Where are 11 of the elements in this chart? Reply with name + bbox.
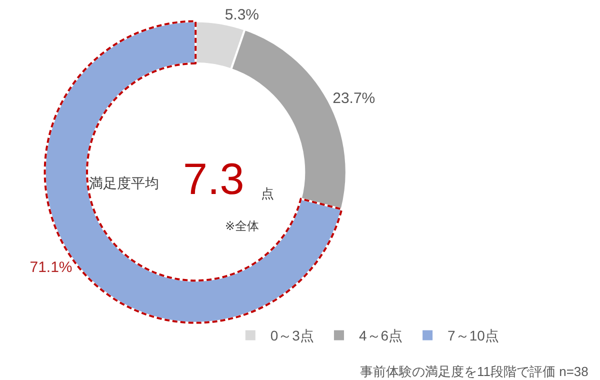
data-label: 5.3% [224, 6, 260, 24]
text: 点 [261, 186, 274, 201]
text: ※全体 [225, 219, 260, 233]
text: 7.3 [183, 155, 244, 204]
legend-label: 7～10点 [448, 328, 499, 344]
text: 満足度平均 [89, 175, 159, 191]
legend-label: 0～3点 [270, 328, 314, 344]
text: 事前体験の満足度を11段階で評価 n=38 [360, 364, 588, 379]
data-label: 71.1% [30, 259, 72, 276]
data-label: 23.7% [332, 90, 376, 108]
legend-label: 4～6点 [358, 328, 403, 344]
